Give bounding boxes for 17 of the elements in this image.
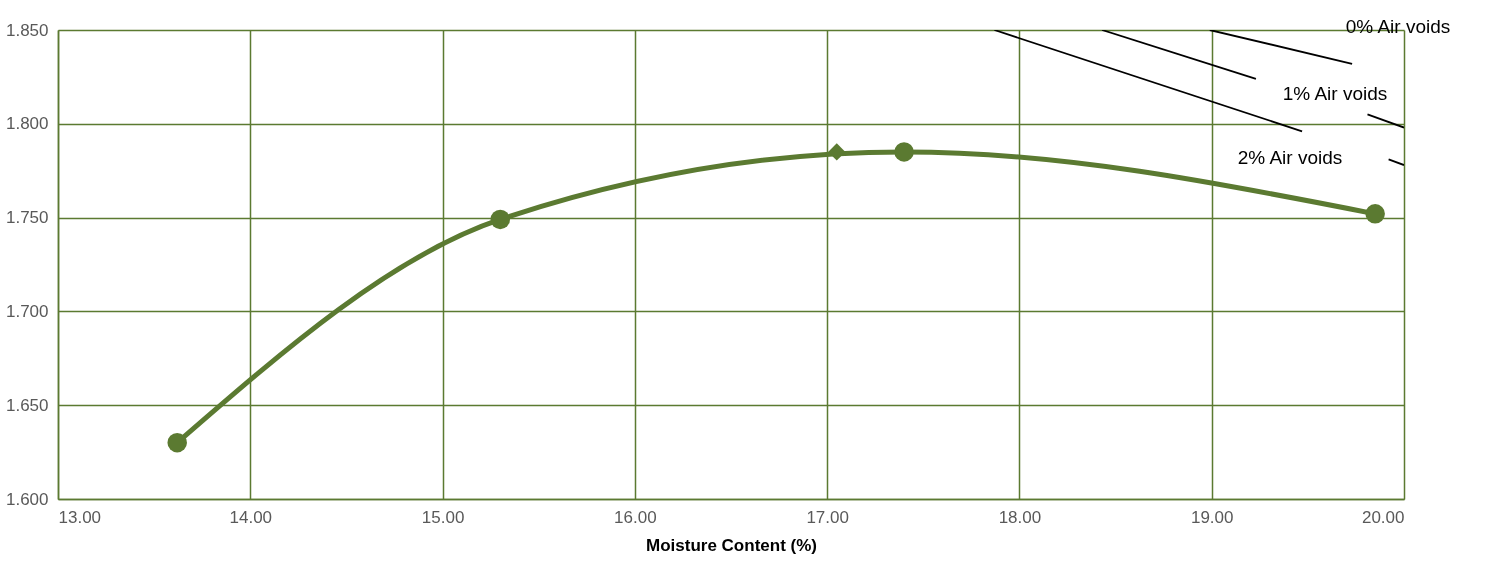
annotation: 2% Air voids: [1237, 147, 1343, 168]
y-tick-label: 1.800: [5, 114, 49, 134]
annotation: 1% Air voids: [1282, 83, 1388, 104]
x-axis-title: Moisture Content (%): [646, 535, 817, 555]
y-tick-label: 1.650: [5, 395, 49, 415]
x-tick-label: 20.00: [1361, 507, 1405, 527]
x-tick-label: 14.00: [229, 507, 273, 527]
x-tick-label: 15.00: [421, 507, 465, 527]
y-tick-label: 1.600: [5, 489, 49, 509]
x-tick-label: 17.00: [806, 507, 849, 527]
y-tick-label: 1.700: [5, 301, 49, 321]
x-tick-label: 16.00: [614, 507, 657, 527]
y-tick-label: 1.750: [5, 208, 49, 228]
x-tick-label: 18.00: [998, 507, 1042, 527]
x-tick-label: 13.00: [58, 507, 102, 527]
x-tick-label: 19.00: [1190, 507, 1234, 527]
y-tick-label: 1.850: [5, 20, 49, 40]
